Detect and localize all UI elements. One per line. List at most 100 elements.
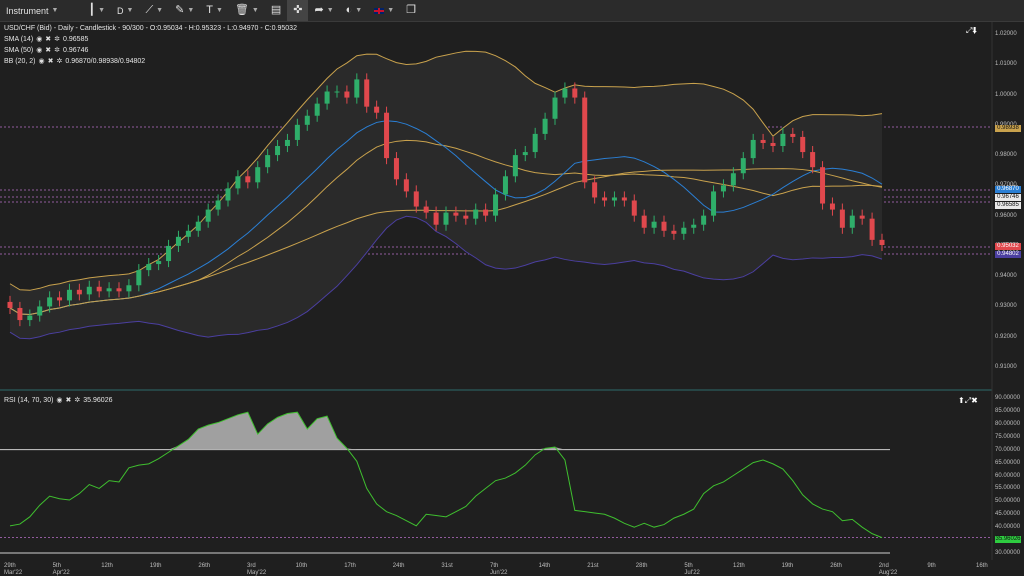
sma14-value: 0.96585 xyxy=(63,36,88,43)
time-tick-label: 17th xyxy=(344,563,356,569)
rsi-value-tag: 35.96026 xyxy=(995,536,1021,543)
candle xyxy=(57,297,62,300)
time-tick-label: 5th xyxy=(53,563,61,569)
instrument-legend: USD/CHF (Bid) - Daily - Candlestick - 90… xyxy=(4,25,297,32)
price-tick-label: 1.02000 xyxy=(995,31,1017,37)
rsi-tick-label: 45.00000 xyxy=(995,511,1020,517)
rsi-tick-label: 65.00000 xyxy=(995,460,1020,466)
candle xyxy=(176,237,181,246)
bb-value: 0.96870/0.98938/0.94802 xyxy=(65,58,145,65)
time-tick-label: 9th xyxy=(927,563,935,569)
candle xyxy=(265,155,270,167)
time-tick-label: 3rd xyxy=(247,563,256,569)
candle xyxy=(761,140,766,143)
sma50-value: 0.96746 xyxy=(63,47,88,54)
time-tick-label: 19th xyxy=(782,563,794,569)
candle xyxy=(543,119,548,134)
candle xyxy=(354,79,359,97)
candle xyxy=(37,306,42,315)
candle xyxy=(483,210,488,216)
candle xyxy=(87,287,92,295)
candle xyxy=(97,287,102,292)
time-tick-label: 7th xyxy=(490,563,498,569)
candle xyxy=(216,201,221,210)
month-tick-label: Apr'22 xyxy=(53,570,70,576)
candle xyxy=(47,297,52,306)
candle xyxy=(126,285,131,291)
gear-icon[interactable]: ✲ xyxy=(74,396,80,404)
eye-icon[interactable]: ◉ xyxy=(56,396,62,404)
candle xyxy=(721,185,726,191)
candle xyxy=(671,231,676,234)
price-tick-label: 0.98000 xyxy=(995,152,1017,158)
time-tick-label: 29th xyxy=(4,563,16,569)
close-icon[interactable]: ✖ xyxy=(48,57,54,65)
candle xyxy=(315,104,320,116)
rsi-tick-label: 60.00000 xyxy=(995,473,1020,479)
candle xyxy=(632,201,637,216)
eye-icon[interactable]: ◉ xyxy=(36,46,42,54)
candle xyxy=(235,176,240,188)
candle xyxy=(622,197,627,200)
time-tick-label: 5th xyxy=(684,563,692,569)
bb-mid-tag: 0.96870 xyxy=(995,186,1021,193)
time-tick-label: 31st xyxy=(441,563,452,569)
candle xyxy=(107,288,112,291)
candle xyxy=(8,302,13,308)
candle xyxy=(562,88,567,97)
eye-icon[interactable]: ◉ xyxy=(39,57,45,65)
candle xyxy=(840,210,845,228)
bb-legend: BB (20, 2) ◉ ✖ ✲ 0.96870/0.98938/0.94802 xyxy=(4,57,145,65)
price-tick-label: 0.96000 xyxy=(995,213,1017,219)
candle xyxy=(344,92,349,98)
gear-icon[interactable]: ✲ xyxy=(57,57,63,65)
rsi-tick-label: 55.00000 xyxy=(995,485,1020,491)
close-icon[interactable]: ✖ xyxy=(45,35,51,43)
sma14-tag: 0.96585 xyxy=(995,202,1021,209)
month-tick-label: Aug'22 xyxy=(879,570,898,576)
candle xyxy=(681,228,686,234)
candle xyxy=(493,194,498,215)
candle xyxy=(810,152,815,167)
candle xyxy=(226,188,231,200)
candle xyxy=(800,137,805,152)
price-tick-label: 0.93000 xyxy=(995,303,1017,309)
time-tick-label: 12th xyxy=(101,563,113,569)
candle xyxy=(780,134,785,146)
close-icon[interactable]: ✖ xyxy=(45,46,51,54)
maximize-icon[interactable]: ⤢⬇ xyxy=(966,26,977,36)
price-tick-label: 0.94000 xyxy=(995,273,1017,279)
rsi-tick-label: 50.00000 xyxy=(995,498,1020,504)
eye-icon[interactable]: ◉ xyxy=(36,35,42,43)
price-tick-label: 0.91000 xyxy=(995,364,1017,370)
bb-label: BB (20, 2) xyxy=(4,58,36,65)
pane-controls-icon[interactable]: ⬆⤢✖ xyxy=(958,396,978,406)
time-tick-label: 12th xyxy=(733,563,745,569)
gear-icon[interactable]: ✲ xyxy=(54,46,60,54)
candle xyxy=(533,134,538,152)
candle xyxy=(255,167,260,182)
candle xyxy=(166,246,171,261)
bb-lower-tag: 0.94802 xyxy=(995,251,1021,258)
gear-icon[interactable]: ✲ xyxy=(54,35,60,43)
candle xyxy=(17,308,22,320)
candle xyxy=(731,173,736,185)
candle xyxy=(384,113,389,158)
candle xyxy=(523,152,528,155)
candle xyxy=(691,225,696,228)
rsi-tick-label: 30.00000 xyxy=(995,550,1020,556)
close-icon[interactable]: ✖ xyxy=(66,396,72,404)
candle xyxy=(850,216,855,228)
time-tick-label: 28th xyxy=(636,563,648,569)
sma50-tag: 0.96746 xyxy=(995,194,1021,201)
candle xyxy=(870,219,875,240)
rsi-tick-label: 75.00000 xyxy=(995,434,1020,440)
rsi-legend: RSI (14, 70, 30) ◉ ✖ ✲ 35.96026 xyxy=(4,396,112,404)
candle xyxy=(790,134,795,137)
candle xyxy=(146,264,151,270)
candle xyxy=(602,197,607,200)
month-tick-label: Jun'22 xyxy=(490,570,508,576)
candle xyxy=(880,240,885,245)
candle xyxy=(463,216,468,219)
